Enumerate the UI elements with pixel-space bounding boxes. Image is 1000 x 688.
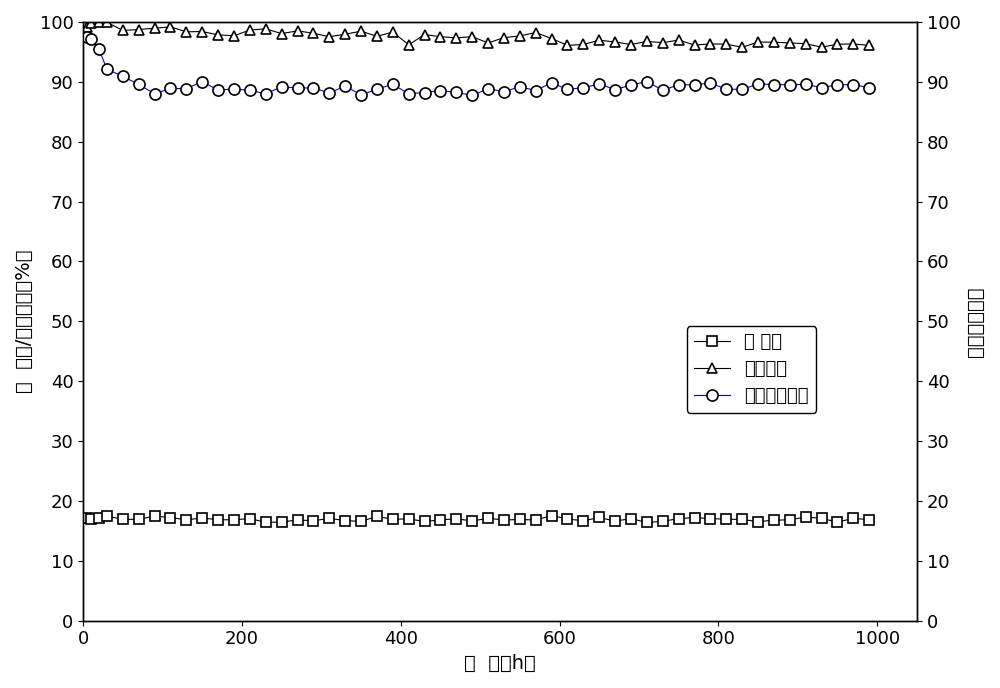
X-axis label: 时  间（h）: 时 间（h） — [464, 654, 536, 673]
Y-axis label: 转  化率/醇选择性（%）: 转 化率/醇选择性（%） — [15, 250, 34, 393]
Y-axis label: 醇的正异构比: 醇的正异构比 — [966, 286, 985, 356]
Legend: 转 化率, 醇选择性, 醇的正异构比: 转 化率, 醇选择性, 醇的正异构比 — [687, 326, 816, 413]
